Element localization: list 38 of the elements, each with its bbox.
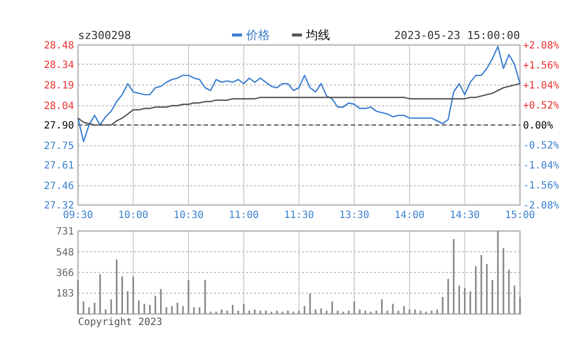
y-tick-label: 731 bbox=[56, 226, 74, 238]
y-tick-label: 27.90 bbox=[44, 120, 74, 132]
legend-label: 价格 bbox=[245, 28, 270, 42]
x-tick-label: 14:30 bbox=[450, 210, 480, 221]
y-tick-label: 27.61 bbox=[44, 160, 74, 172]
x-tick-label: 15:00 bbox=[504, 210, 536, 221]
y-tick-label: 28.04 bbox=[44, 101, 74, 112]
line-series bbox=[77, 46, 521, 142]
y2-tick-label: -0.52% bbox=[523, 140, 560, 152]
x-tick-label: 11:00 bbox=[228, 210, 259, 221]
y2-tick-label: -1.04% bbox=[523, 160, 560, 172]
y2-tick-label: -1.56% bbox=[523, 180, 560, 192]
y2-tick-label: +1.56% bbox=[523, 60, 560, 72]
line-series bbox=[77, 82, 521, 126]
y2-tick-label: +2.08% bbox=[523, 40, 560, 52]
y2-tick-label: +1.04% bbox=[523, 80, 560, 92]
y-tick-label: 548 bbox=[56, 247, 74, 258]
x-tick-label: 09:30 bbox=[62, 210, 94, 221]
y-tick-label: 366 bbox=[56, 268, 74, 279]
y-tick-label: 183 bbox=[56, 288, 74, 300]
x-tick-label: 11:30 bbox=[284, 210, 314, 221]
y2-tick-label: -2.08% bbox=[523, 200, 560, 212]
y-tick-label: 27.46 bbox=[44, 181, 74, 192]
x-tick-label: 14:00 bbox=[394, 210, 425, 221]
y-tick-label: 27.75 bbox=[44, 141, 74, 152]
x-tick-label: 10:30 bbox=[173, 210, 204, 221]
chart-title: sz300298 bbox=[78, 29, 131, 42]
y-tick-label: 28.48 bbox=[44, 40, 74, 52]
text: 2023-05-23 15:00:00 bbox=[394, 29, 520, 42]
text: Copyright 2023 bbox=[78, 317, 162, 328]
y2-tick-label: +0.52% bbox=[523, 100, 560, 112]
y-tick-label: 27.32 bbox=[44, 200, 74, 212]
y-tick-label: 28.19 bbox=[44, 80, 74, 92]
x-tick-label: 13:30 bbox=[339, 210, 370, 221]
y2-tick-label: 0.00% bbox=[523, 120, 554, 132]
y-tick-label: 28.34 bbox=[44, 60, 74, 71]
legend-label: 均线 bbox=[305, 28, 330, 42]
x-tick-label: 10:00 bbox=[118, 210, 148, 221]
